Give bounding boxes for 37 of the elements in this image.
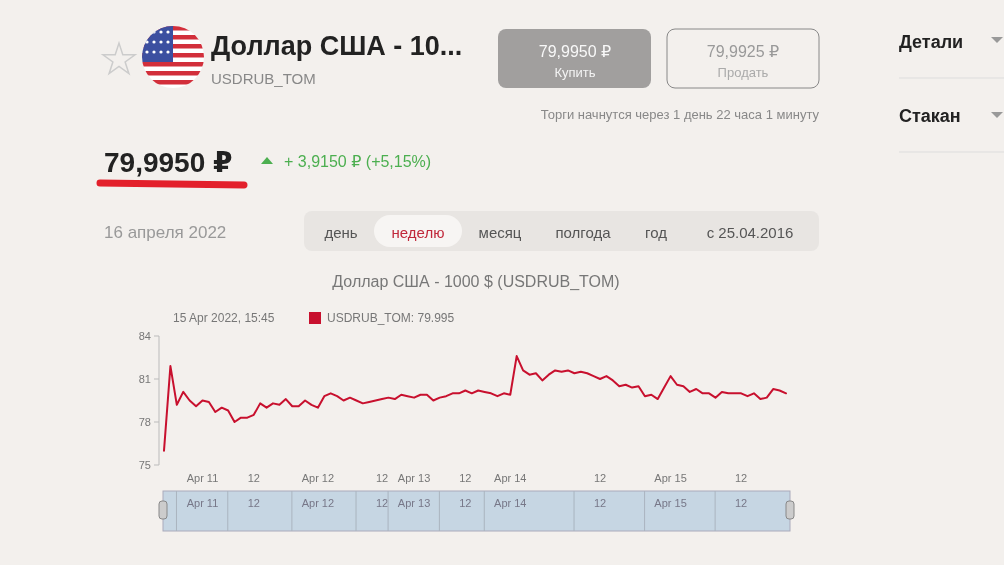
chart-title: Доллар США - 1000 $ (USDRUB_TOM) — [332, 273, 620, 291]
text: с 25.04.2016 — [706, 224, 794, 241]
text: неделю — [391, 224, 445, 241]
x-tick-label: Apr 15 — [654, 472, 687, 484]
text: Продать — [717, 65, 769, 80]
text: USDRUB_TOM — [211, 70, 316, 87]
x-tick-label: Apr 13 — [397, 472, 431, 484]
x-tick-label: 12 — [459, 472, 472, 484]
y-tick-label: 81 — [138, 373, 151, 385]
text: месяц — [478, 224, 522, 241]
y-tick-label: 78 — [138, 416, 151, 428]
y-tick-label: 75 — [138, 459, 151, 471]
x-tick-label: 12 — [593, 472, 607, 484]
text: полгода — [555, 224, 612, 241]
text: день — [324, 224, 358, 241]
text: год — [645, 224, 668, 241]
text: Торги начнутся через 1 день 22 часа 1 минуту — [540, 107, 820, 122]
legend-label: USDRUB_TOM: 79.995 — [327, 311, 455, 325]
text: Купить — [554, 65, 596, 80]
x-tick-label: 12 — [375, 472, 389, 484]
x-tick-label: Apr 11 — [186, 472, 219, 484]
x-tick-label: Apr 14 — [494, 472, 527, 484]
text: Стакан — [899, 106, 961, 126]
text: Доллар США - 10... — [211, 31, 463, 61]
text: 79,9925 ₽ — [706, 43, 780, 60]
text: Детали — [899, 32, 964, 52]
x-tick-label: Apr 12 — [301, 472, 335, 484]
x-tick-label: 12 — [247, 472, 260, 484]
text: 79,9950 ₽ — [104, 147, 233, 178]
text: 79,9950 ₽ — [538, 43, 612, 60]
text: 16 апреля 2022 — [104, 223, 227, 242]
legend-title: 15 Apr 2022, 15:45 — [173, 311, 275, 325]
line-series — [163, 355, 787, 452]
y-tick-label: 84 — [138, 330, 151, 342]
range-scroller: Apr 11 12 Apr 12 12 Apr 13 12 Apr 14 12 Apr 15 12 — [158, 490, 795, 532]
text: + 3,9150 ₽ (+5,15%) — [284, 153, 432, 170]
x-tick-label: 12 — [734, 472, 748, 484]
